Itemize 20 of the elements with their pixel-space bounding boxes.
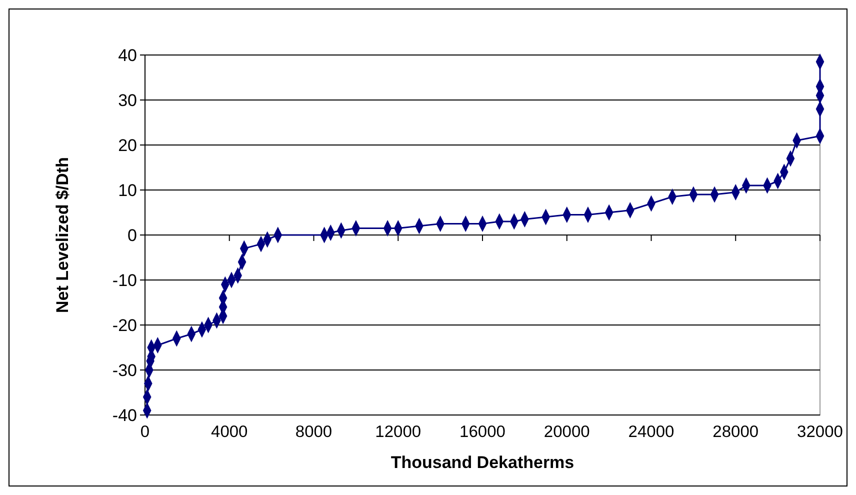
x-axis-title: Thousand Dekatherms	[390, 453, 574, 472]
y-tick-label: -40	[112, 406, 137, 425]
x-tick-label: 8000	[295, 423, 332, 441]
y-tick-label: 30	[118, 90, 137, 110]
x-tick-label: 16000	[460, 423, 506, 441]
y-axis-title: Net Levelized $/Dth	[53, 157, 72, 313]
x-tick-label: 28000	[712, 423, 759, 441]
y-tick-label: -20	[112, 316, 137, 335]
y-tick-label: 0	[128, 226, 137, 245]
y-tick-label: 20	[118, 136, 137, 155]
x-tick-label: 0	[140, 423, 150, 441]
y-tick-label: -30	[112, 360, 137, 380]
y-tick-label: 10	[118, 180, 137, 200]
x-tick-label: 24000	[628, 423, 674, 441]
x-tick-label: 32000	[797, 423, 843, 441]
x-tick-label: 20000	[544, 423, 590, 441]
y-tick-label: -10	[112, 270, 137, 290]
x-tick-label: 12000	[375, 423, 422, 441]
x-tick-label: 4000	[211, 423, 248, 441]
y-tick-label: 40	[118, 46, 137, 65]
